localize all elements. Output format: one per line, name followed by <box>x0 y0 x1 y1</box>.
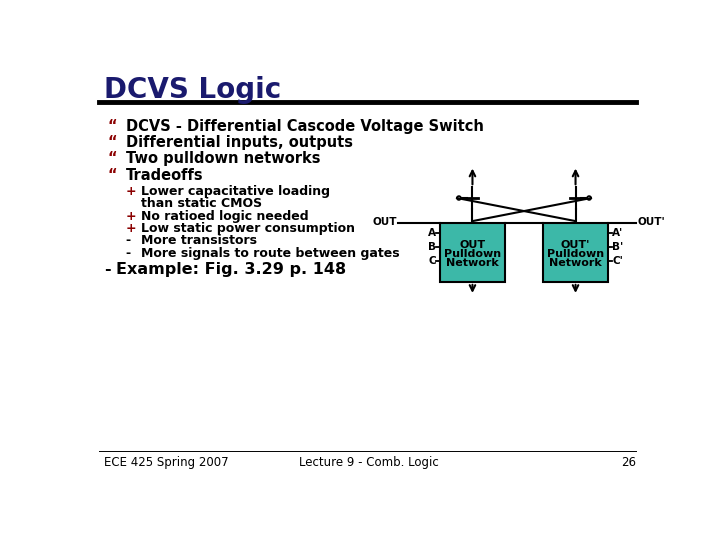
Text: OUT: OUT <box>459 240 485 249</box>
Text: A: A <box>428 228 436 239</box>
Text: DCVS - Differential Cascode Voltage Switch: DCVS - Differential Cascode Voltage Swit… <box>126 119 484 134</box>
Text: Network: Network <box>446 258 499 268</box>
Text: +: + <box>126 185 136 198</box>
Text: “: “ <box>107 135 117 150</box>
Text: Pulldown: Pulldown <box>547 249 604 259</box>
Text: than static CMOS: than static CMOS <box>141 197 262 210</box>
Text: B': B' <box>612 242 624 252</box>
Text: -: - <box>126 247 131 260</box>
Text: 26: 26 <box>621 456 636 469</box>
Text: Differential inputs, outputs: Differential inputs, outputs <box>126 135 353 150</box>
Text: DCVS Logic: DCVS Logic <box>104 76 282 104</box>
Text: OUT': OUT' <box>561 240 590 249</box>
Text: Pulldown: Pulldown <box>444 249 501 259</box>
Text: More transistors: More transistors <box>141 234 257 247</box>
Text: OUT: OUT <box>372 217 397 227</box>
Text: “: “ <box>107 151 117 166</box>
Text: Lower capacitative loading: Lower capacitative loading <box>141 185 330 198</box>
Text: Network: Network <box>549 258 602 268</box>
Text: Tradeoffs: Tradeoffs <box>126 168 203 183</box>
Text: -: - <box>104 262 111 277</box>
Text: Low static power consumption: Low static power consumption <box>141 222 355 235</box>
Text: Two pulldown networks: Two pulldown networks <box>126 151 320 166</box>
Text: “: “ <box>107 168 117 183</box>
Text: A': A' <box>612 228 624 239</box>
Text: Example: Fig. 3.29 p. 148: Example: Fig. 3.29 p. 148 <box>117 262 346 277</box>
Text: OUT': OUT' <box>638 217 666 227</box>
Text: +: + <box>126 210 136 222</box>
Text: ECE 425 Spring 2007: ECE 425 Spring 2007 <box>104 456 228 469</box>
Bar <box>544 222 608 282</box>
Text: “: “ <box>107 119 117 134</box>
Text: Lecture 9 - Comb. Logic: Lecture 9 - Comb. Logic <box>299 456 439 469</box>
Text: -: - <box>126 234 131 247</box>
Text: +: + <box>126 222 136 235</box>
Bar <box>441 222 505 282</box>
Text: C': C' <box>612 256 624 266</box>
Text: C: C <box>428 256 436 266</box>
Text: No ratioed logic needed: No ratioed logic needed <box>141 210 309 222</box>
Text: B: B <box>428 242 436 252</box>
Text: More signals to route between gates: More signals to route between gates <box>141 247 400 260</box>
